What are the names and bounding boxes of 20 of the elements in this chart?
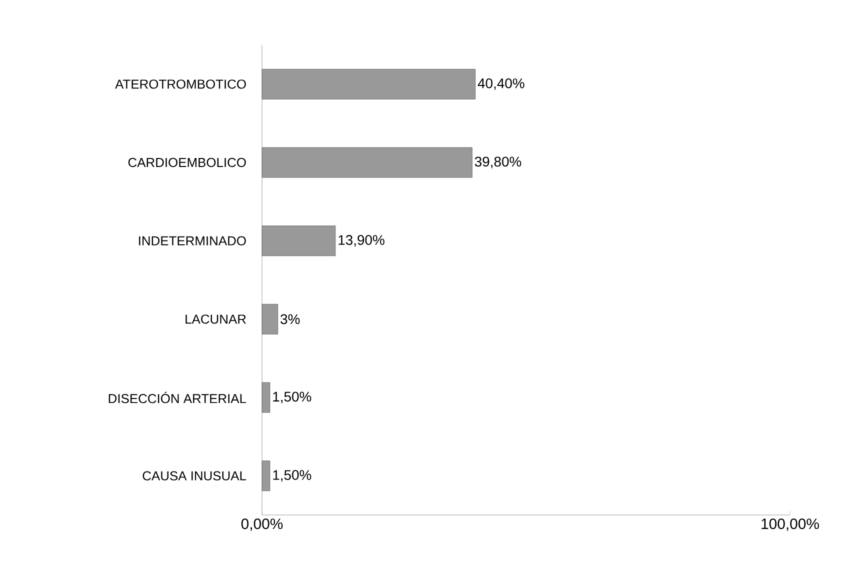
bar [262, 68, 476, 100]
data-label: 3% [280, 314, 300, 324]
x-tick-label: 100,00% [762, 518, 819, 531]
bar [262, 226, 336, 256]
y-tick-label: INDETERMINADO [139, 236, 246, 246]
data-label: 39,80% [474, 156, 522, 168]
data-label: 40,40% [478, 78, 524, 90]
x-tick-label: 0,00% [241, 518, 283, 531]
y-tick-label: DISECCIÓN ARTERIAL [108, 392, 246, 404]
bar [262, 147, 472, 178]
y-tick-label: ATEROTROMBOTICO [115, 80, 246, 89]
bar [262, 460, 270, 492]
data-label: 1,50% [273, 470, 312, 482]
data-label: 1,50% [273, 392, 312, 404]
bar [262, 304, 278, 334]
y-tick-label: CAUSA INUSUAL [142, 471, 246, 480]
bar [262, 382, 270, 413]
data-label: 13,90% [338, 235, 384, 247]
y-tick-label: CARDIOEMBOLICO [128, 158, 246, 168]
y-tick-label: LACUNAR [186, 314, 246, 324]
